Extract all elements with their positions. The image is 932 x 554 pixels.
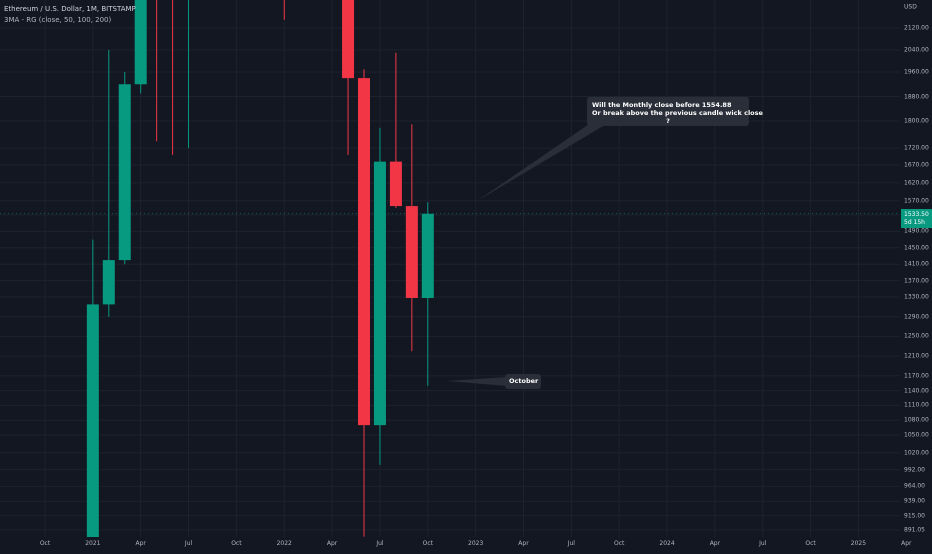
price-tick-label: 915.00 <box>904 512 925 520</box>
candle <box>86 239 99 537</box>
price-tick-label: 1050.00 <box>904 431 929 439</box>
price-tick-label: 1250.00 <box>904 332 929 340</box>
october-callout[interactable]: October <box>505 374 541 389</box>
price-tick-label: 891.05 <box>904 526 925 534</box>
candle <box>283 0 285 20</box>
price-tick-label: 1410.00 <box>904 260 929 268</box>
candle-layer <box>86 0 434 537</box>
candle-body <box>373 161 386 426</box>
price-tick-label: 1570.00 <box>904 197 929 205</box>
candle <box>373 127 386 465</box>
candle <box>134 0 147 94</box>
time-tick-label: Oct <box>422 540 433 547</box>
price-tick-label: 2040.00 <box>904 46 929 54</box>
price-tick-label: 939.00 <box>904 497 925 505</box>
callout-line-1: Will the Monthly close before 1554.88 <box>592 101 732 109</box>
time-tick-label: Oct <box>805 540 816 547</box>
time-tick-label: Jul <box>759 540 767 547</box>
time-tick-label: Apr <box>518 540 529 547</box>
candle-body <box>342 0 355 79</box>
symbol-title[interactable]: Ethereum / U.S. Dollar, 1M, BITSTAMP <box>4 5 136 13</box>
time-tick-label: 2023 <box>468 540 484 547</box>
price-tick-label: 1370.00 <box>904 277 929 285</box>
price-tick-label: 1140.00 <box>904 387 929 395</box>
currency-label: USD <box>904 3 917 11</box>
grid-layer <box>0 0 907 537</box>
candle <box>342 0 355 155</box>
time-tick-label: Jul <box>184 540 193 547</box>
time-tick-label: Apr <box>709 540 721 547</box>
price-tick-label: 992.00 <box>904 466 925 474</box>
candle <box>188 0 190 149</box>
time-tick-label: Oct <box>614 540 625 547</box>
time-tick-label: 2022 <box>276 540 292 547</box>
price-tick-label: 1800.00 <box>904 117 929 125</box>
time-tick-label: 2021 <box>85 540 101 547</box>
october-label: October <box>509 377 539 385</box>
price-tick-label: 1490.00 <box>904 227 929 235</box>
callout-line-3: ? <box>666 117 670 125</box>
time-axis[interactable]: Oct 2021 Apr Jul Oct 2022 Apr Jul Oct 2023 Apr Jul O… <box>0 537 932 550</box>
candle-body <box>405 206 418 298</box>
candle <box>358 69 370 537</box>
candle <box>389 52 402 208</box>
october-callout-pointer <box>447 377 507 386</box>
price-axis[interactable]: USD 891.05 915.00 939.00 964.00 992.00 1020.0… <box>900 0 932 537</box>
price-tick-label: 1170.00 <box>904 372 929 380</box>
callout-line-2: Or break above the previous candle wick … <box>592 109 763 117</box>
chart-legend: Ethereum / U.S. Dollar, 1M, BITSTAMP 3MA… <box>4 4 136 26</box>
candle-body <box>86 304 99 537</box>
price-tick-label: 1330.00 <box>904 293 929 301</box>
current-price: 1533.50 <box>904 210 929 218</box>
candle-body <box>358 78 370 426</box>
current-price-tag: 1533.50 5d 15h <box>901 208 932 228</box>
indicator-title[interactable]: 3MA - RG (close, 50, 100, 200) <box>4 16 112 24</box>
price-tick-label: 1720.00 <box>904 144 929 152</box>
candle <box>421 202 434 386</box>
candle-body <box>421 213 434 298</box>
price-tick-label: 1670.00 <box>904 161 929 169</box>
candle <box>102 50 115 317</box>
price-tick-label: 1960.00 <box>904 68 929 76</box>
time-tick-label: Apr <box>326 540 338 547</box>
price-tick-label: 1110.00 <box>904 401 929 409</box>
price-tick-label: 1450.00 <box>904 244 929 252</box>
time-tick-label: 2025 <box>850 540 867 547</box>
time-tick-label: 2024 <box>659 540 675 547</box>
question-callout-pointer <box>477 122 610 201</box>
annotation-pointers <box>447 122 610 386</box>
candle <box>172 0 174 155</box>
time-tick-label: Oct <box>39 540 51 547</box>
question-callout[interactable]: Will the Monthly close before 1554.88 Or… <box>587 97 763 126</box>
candle-body <box>389 161 402 207</box>
time-tick-label: Oct <box>231 540 242 547</box>
price-tick-label: 964.00 <box>904 482 925 490</box>
candle <box>118 72 131 265</box>
price-tick-label: 1020.00 <box>904 449 929 457</box>
price-tick-label: 1080.00 <box>904 416 929 424</box>
price-tick-label: 1620.00 <box>904 179 929 187</box>
price-tick-label: 1880.00 <box>904 93 929 100</box>
candle-body <box>118 84 131 261</box>
time-tick-label: Apr <box>901 540 912 547</box>
candle <box>405 124 418 352</box>
price-tick-label: 1290.00 <box>904 313 929 321</box>
time-tick-label: Jul <box>376 540 384 547</box>
candle-body <box>134 0 147 85</box>
time-tick-label: Jul <box>567 540 575 547</box>
price-tick-label: 1210.00 <box>904 352 929 360</box>
time-tick-label: Apr <box>135 540 146 547</box>
price-tick-label: 2120.00 <box>904 24 929 32</box>
candle-body <box>102 260 115 305</box>
bar-countdown: 5d 15h <box>904 218 925 226</box>
candle <box>156 0 158 142</box>
